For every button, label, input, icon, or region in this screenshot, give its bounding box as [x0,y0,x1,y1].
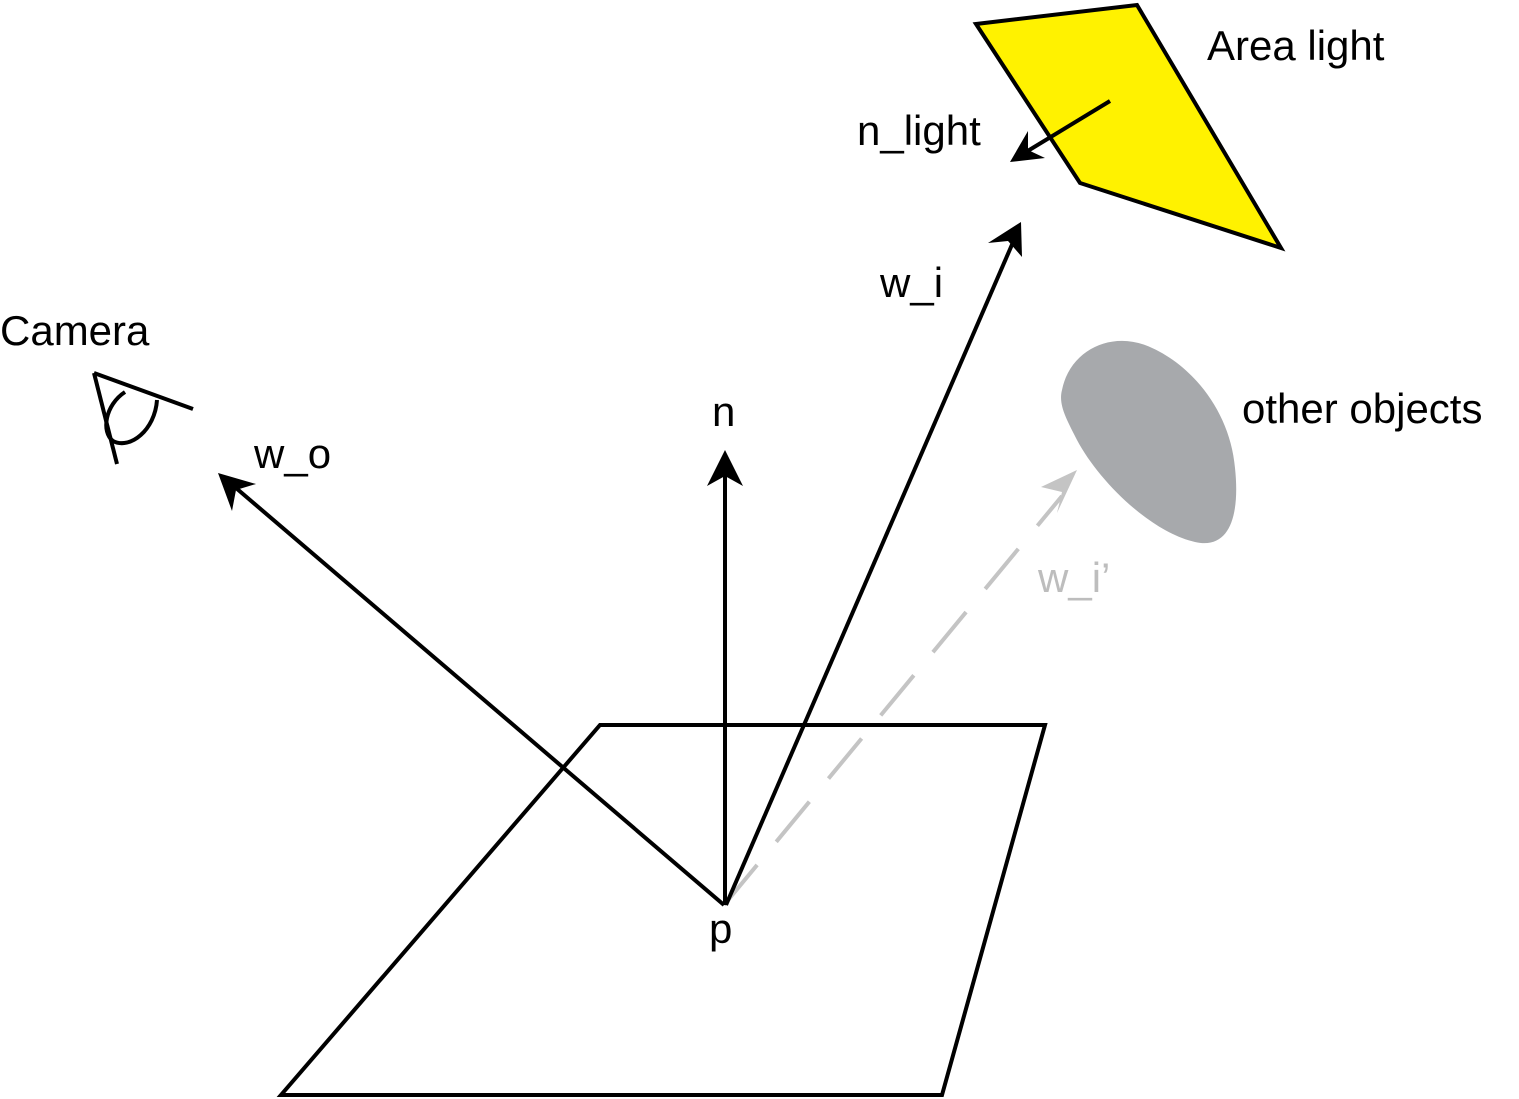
ray-w-i [724,239,1016,906]
label-area-light: Area light [1207,22,1385,69]
label-other-objects: other objects [1242,385,1482,432]
ray-w-o [234,486,726,907]
eye-icon [92,371,194,465]
other-objects-shape [1061,340,1237,544]
area-light-shape [972,2,1286,252]
label-w-o: w_o [253,430,331,477]
arrowhead-w-i-prime [1041,470,1077,513]
arrowhead-w-o [218,473,256,511]
label-w-i: w_i [879,259,943,306]
label-n: n [712,388,735,435]
label-p: p [709,905,732,952]
surface-plane [276,723,1048,1097]
label-camera: Camera [0,307,150,354]
normal-n-light [1024,99,1112,154]
ray-w-i-prime [722,494,1064,907]
label-n-light: n_light [857,107,981,154]
arrowhead-n [707,450,743,486]
arrowhead-w-i [988,222,1022,257]
label-w-i-prime: w_i’ [1037,554,1110,601]
arrowhead-n-light [1010,131,1045,162]
